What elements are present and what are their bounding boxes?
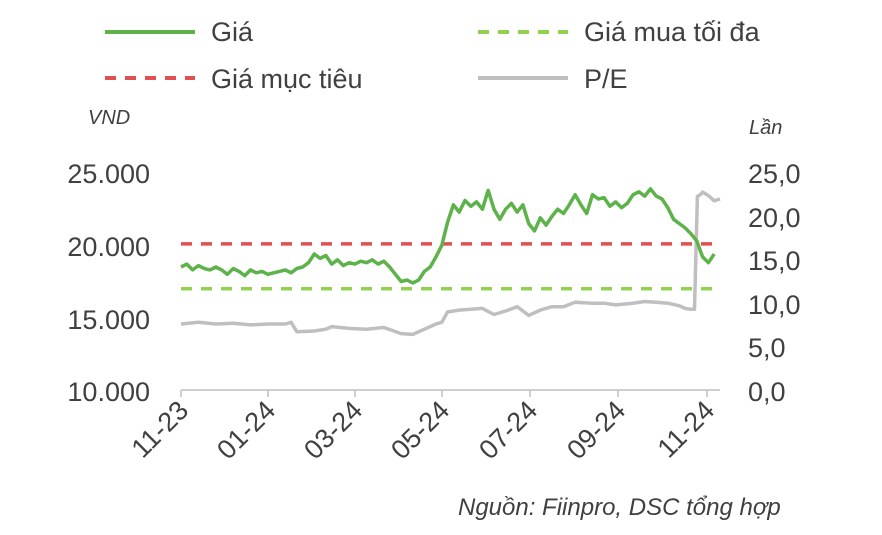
right-tick-label: 20,0 <box>748 203 801 233</box>
x-tick-label: 09-24 <box>561 395 631 465</box>
right-tick-label: 10,0 <box>748 290 801 320</box>
left-tick-label: 10.000 <box>67 377 150 407</box>
legend-label-price: Giá <box>211 17 254 47</box>
right-axis: 25,0 20,0 15,0 10,0 5,0 0,0 <box>748 159 801 407</box>
right-axis-unit: Lần <box>749 117 782 139</box>
left-tick-label: 20.000 <box>67 232 150 262</box>
legend-label-target: Giá mục tiêu <box>211 64 363 94</box>
x-tick-label: 11-24 <box>652 395 721 464</box>
x-tick-label: 07-24 <box>473 395 543 465</box>
legend-label-pe: P/E <box>584 64 628 94</box>
legend: Giá Giá mua tối đa Giá mục tiêu P/E <box>105 17 761 94</box>
left-axis: 25.000 20.000 15.000 10.000 <box>67 159 150 407</box>
right-tick-label: 5,0 <box>748 333 786 363</box>
x-tick-marks <box>180 390 708 397</box>
legend-label-max-buy: Giá mua tối đa <box>584 17 761 47</box>
x-axis-labels: 11-23 01-24 03-24 05-24 07-24 09-24 11-2… <box>126 395 721 465</box>
x-tick-label: 05-24 <box>385 395 455 465</box>
left-axis-unit: VND <box>88 107 130 129</box>
price-series-line <box>180 187 716 285</box>
right-tick-label: 0,0 <box>748 377 786 407</box>
pe-series-line <box>180 190 721 337</box>
x-tick-label: 03-24 <box>298 395 368 465</box>
right-tick-label: 15,0 <box>748 246 801 276</box>
right-tick-label: 25,0 <box>748 159 801 189</box>
source-note: Nguồn: Fiinpro, DSC tổng hợp <box>458 494 781 521</box>
left-tick-label: 25.000 <box>67 159 150 189</box>
x-tick-label: 01-24 <box>211 395 281 465</box>
left-tick-label: 15.000 <box>67 305 150 335</box>
